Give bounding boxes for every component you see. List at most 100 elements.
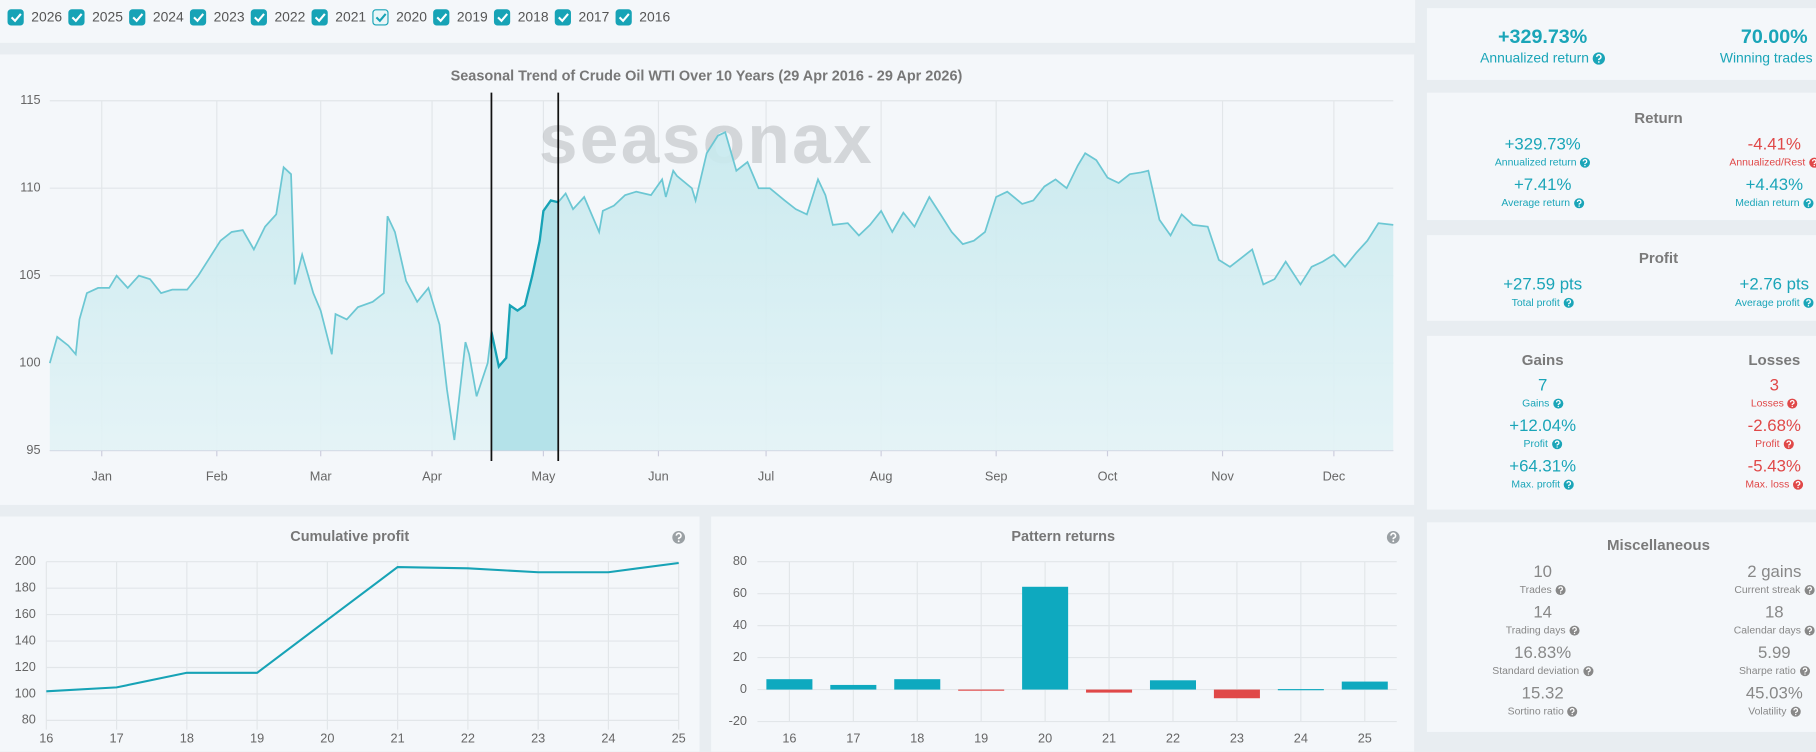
bar bbox=[766, 679, 813, 690]
help-icon[interactable] bbox=[1563, 297, 1574, 309]
stat-label-row: Trades bbox=[1427, 583, 1659, 597]
year-checkbox[interactable] bbox=[129, 9, 146, 26]
help-icon[interactable] bbox=[1582, 666, 1593, 677]
year-checkbox[interactable] bbox=[250, 9, 267, 26]
x-tick-label: 23 bbox=[531, 730, 545, 745]
help-icon[interactable] bbox=[1793, 479, 1804, 490]
stat-label-row: Annualized/Rest bbox=[1658, 155, 1816, 169]
year-checkbox[interactable] bbox=[554, 9, 571, 26]
year-checkbox[interactable] bbox=[7, 9, 24, 26]
year-checkbox[interactable] bbox=[68, 9, 85, 26]
y-tick-label: 80 bbox=[22, 712, 36, 727]
year-checkbox[interactable] bbox=[433, 9, 450, 26]
stat-label-row: Annualized return bbox=[1427, 155, 1659, 169]
stat-label-row: Profit bbox=[1658, 437, 1816, 451]
help-icon[interactable] bbox=[1551, 439, 1562, 450]
help-dot bbox=[1794, 714, 1796, 716]
area bbox=[49, 132, 1394, 451]
panel-title: Profit bbox=[1638, 249, 1679, 267]
help-icon[interactable] bbox=[1783, 439, 1794, 450]
stat-label: Sharpe ratio bbox=[1738, 664, 1796, 677]
stat-item: +7.41% Average return bbox=[1427, 175, 1659, 216]
help-icon[interactable] bbox=[1804, 585, 1815, 596]
checkmark bbox=[71, 13, 83, 23]
y-tick-label: 95 bbox=[26, 442, 40, 457]
stat-value: +12.04% bbox=[1509, 416, 1577, 436]
stats-panel: Return +329.73% Annualized return -4.41% Ann… bbox=[1426, 92, 1816, 221]
year-label: 2022 bbox=[274, 9, 305, 25]
help-dot bbox=[1791, 405, 1794, 408]
help-icon[interactable] bbox=[1567, 706, 1578, 717]
help-icon[interactable] bbox=[1555, 585, 1566, 596]
x-tick-label: Nov bbox=[1211, 469, 1234, 484]
stat-item: 16.83% Standard deviation bbox=[1427, 643, 1659, 684]
stats-grid: 7 Gains 3 Losses +12.04% Profit -2.68% Profit +6… bbox=[1427, 375, 1816, 497]
year-checkbox[interactable] bbox=[189, 9, 207, 26]
stat-item: 5.99 Sharpe ratio bbox=[1658, 643, 1816, 684]
help-icon[interactable] bbox=[1787, 398, 1798, 409]
stat-label-row: Gains bbox=[1427, 396, 1659, 410]
stat-label-row: Median return bbox=[1658, 196, 1816, 210]
help-icon[interactable] bbox=[1580, 157, 1591, 168]
help-icon[interactable] bbox=[1569, 625, 1580, 636]
help-dot bbox=[677, 540, 680, 543]
x-tick-label: 24 bbox=[601, 730, 615, 745]
help-icon[interactable] bbox=[1799, 666, 1810, 677]
year-checkbox[interactable] bbox=[493, 9, 511, 26]
y-tick-label: 60 bbox=[733, 585, 747, 600]
stat-label-row: Sharpe ratio bbox=[1658, 664, 1816, 678]
stats-grid: 10 Trades 2 gains Current streak 14 Trading d… bbox=[1427, 562, 1816, 724]
stat-value: +4.43% bbox=[1745, 176, 1804, 195]
x-tick-label: Mar bbox=[310, 469, 333, 484]
stat-label-row: Current streak bbox=[1658, 583, 1816, 597]
stats-panel: Gains Losses 7 Gains 3 Losses +12.04% Profit -2.… bbox=[1426, 335, 1816, 510]
summary-label-row: Annualized return bbox=[1427, 50, 1659, 66]
x-tick-label: 16 bbox=[782, 730, 796, 745]
help-glyph bbox=[1585, 667, 1591, 673]
summary-item: +329.73% Annualized return bbox=[1427, 24, 1659, 66]
help-icon[interactable] bbox=[1592, 52, 1606, 66]
y-tick-label: 115 bbox=[20, 92, 40, 107]
help-icon[interactable] bbox=[1790, 706, 1801, 717]
stats-column: +329.73% Annualized return 70.00% Winning t… bbox=[1426, 0, 1816, 752]
stat-value: 15.32 bbox=[1521, 684, 1564, 704]
chart-title: Pattern returns bbox=[1011, 529, 1115, 545]
help-glyph bbox=[1807, 627, 1812, 633]
stat-value: -2.68% bbox=[1747, 416, 1801, 436]
stat-label-row: Max. profit bbox=[1427, 477, 1659, 491]
help-dot bbox=[1557, 405, 1559, 408]
bar bbox=[1149, 680, 1196, 690]
stat-item: +329.73% Annualized return bbox=[1427, 134, 1659, 175]
y-tick-label: 200 bbox=[15, 553, 36, 568]
line bbox=[48, 131, 1394, 441]
left-column: 2026 2025 2024 2023 2022 2021 2020 2019 2018 2017… bbox=[0, 0, 1416, 752]
help-icon[interactable] bbox=[1803, 297, 1814, 309]
stat-value: 10 bbox=[1533, 562, 1553, 582]
help-icon[interactable] bbox=[1803, 198, 1814, 209]
year-label: 2025 bbox=[92, 9, 123, 25]
help-glyph bbox=[1571, 627, 1577, 633]
y-tick-label: 180 bbox=[15, 580, 36, 595]
help-icon[interactable] bbox=[1808, 157, 1816, 168]
x-tick-label: 19 bbox=[974, 730, 988, 745]
help-icon[interactable] bbox=[1804, 625, 1815, 636]
pattern-area bbox=[491, 200, 559, 451]
year-checkbox[interactable] bbox=[615, 9, 632, 26]
help-dot bbox=[1571, 714, 1574, 716]
y-tick-label: 110 bbox=[20, 180, 40, 195]
help-glyph bbox=[1582, 159, 1588, 165]
help-icon[interactable] bbox=[1573, 198, 1584, 209]
help-icon[interactable] bbox=[1563, 479, 1574, 490]
checkmark bbox=[436, 13, 448, 23]
help-icon[interactable] bbox=[1552, 398, 1564, 409]
stat-value: +7.41% bbox=[1513, 176, 1572, 195]
year-checkbox[interactable] bbox=[311, 9, 328, 26]
x-tick-label: Apr bbox=[422, 469, 443, 484]
help-glyph bbox=[1558, 586, 1563, 592]
help-dot bbox=[1573, 632, 1576, 635]
year-checkbox[interactable] bbox=[372, 9, 389, 26]
stat-label: Sortino ratio bbox=[1507, 705, 1564, 717]
stat-label-row: Volatility bbox=[1658, 704, 1816, 718]
stat-value: 16.83% bbox=[1514, 643, 1572, 663]
x-tick-label: 16 bbox=[39, 730, 53, 745]
